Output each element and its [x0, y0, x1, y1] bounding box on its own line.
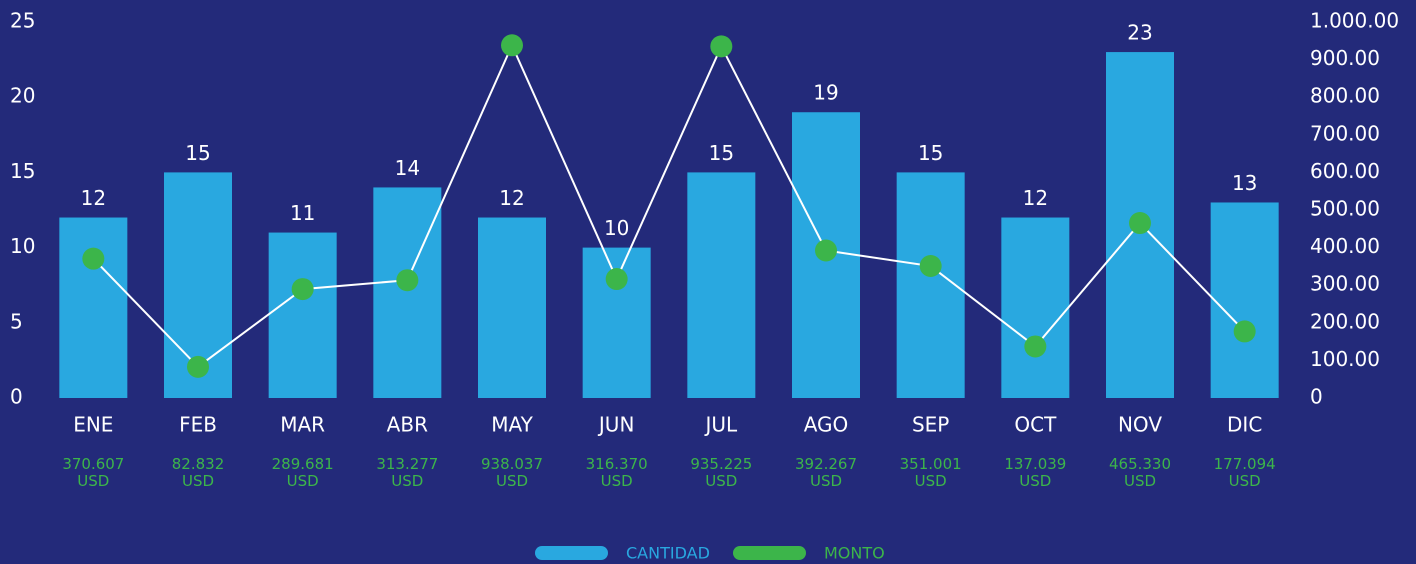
line-point	[1233, 320, 1256, 343]
y-tick-label: 20	[10, 84, 35, 108]
bar-value-label: 15	[185, 141, 210, 165]
y2-tick-label: 800.00	[1310, 84, 1380, 108]
line-point	[396, 269, 419, 292]
x-tick-label: NOV	[1118, 413, 1162, 437]
value-label: 351.001 USD	[899, 455, 962, 490]
legend-swatch	[733, 546, 806, 560]
bar-value-label: 23	[1127, 21, 1152, 45]
y2-tick-label: 300.00	[1310, 272, 1380, 296]
x-tick-label: MAY	[491, 413, 533, 437]
value-label: 316.370 USD	[585, 455, 648, 490]
value-label: 938.037 USD	[480, 455, 544, 490]
bar	[373, 187, 442, 398]
value-label: 392.267 USD	[794, 455, 858, 490]
line-point	[187, 355, 209, 378]
x-tick-label: MAR	[280, 413, 325, 437]
y2-tick-label: 700.00	[1310, 121, 1380, 145]
bar-value-label: 10	[604, 216, 629, 240]
x-tick-label: ENE	[73, 413, 113, 437]
y2-tick-label: 200.00	[1310, 309, 1380, 333]
line	[92, 42, 1246, 369]
bar	[896, 172, 965, 398]
bar-value-label: 13	[1232, 171, 1257, 195]
y2-tick-label: 600.00	[1310, 159, 1380, 183]
x-tick-label: AGO	[804, 413, 849, 437]
legend-swatch	[535, 546, 608, 560]
bar-value-label: 12	[499, 186, 524, 210]
line-point	[501, 34, 523, 57]
bar	[687, 172, 756, 398]
y-tick-label: 15	[10, 159, 35, 183]
value-label: 370.607 USD	[62, 455, 125, 490]
x-tick-label: OCT	[1014, 413, 1057, 437]
x-tick-label: ABR	[387, 413, 428, 437]
bar-value-label: 11	[290, 201, 315, 225]
line-point	[605, 268, 628, 291]
line-point	[710, 35, 733, 58]
y-tick-label: 5	[10, 309, 23, 333]
bar-value-label: 14	[395, 156, 420, 180]
bar-value-label: 12	[1023, 186, 1048, 210]
bar-value-label: 19	[813, 81, 838, 105]
legend-label: MONTO	[824, 544, 885, 563]
x-tick-label: JUL	[703, 413, 738, 437]
y2-tick-label: 500.00	[1310, 197, 1380, 221]
bar-value-label: 12	[81, 186, 106, 210]
line-point	[291, 278, 314, 301]
line-point	[815, 239, 837, 262]
bar	[268, 232, 337, 398]
y-tick-label: 10	[10, 234, 35, 258]
y2-tick-label: 900.00	[1310, 46, 1380, 70]
value-label: 82.832 USD	[171, 455, 225, 490]
value-label: 465.330 USD	[1108, 455, 1172, 490]
bar	[478, 217, 546, 398]
value-label: 137.039 USD	[1004, 455, 1067, 490]
value-label: 177.094 USD	[1213, 455, 1276, 490]
x-tick-label: FEB	[179, 413, 217, 437]
line-point	[1129, 212, 1151, 235]
bar	[1210, 202, 1279, 398]
bar	[59, 217, 128, 398]
line-point	[1024, 335, 1047, 358]
y2-tick-label: 400.00	[1310, 234, 1380, 258]
y2-tick-label: 100.00	[1310, 347, 1380, 371]
value-label: 313.277 USD	[376, 455, 439, 490]
y2-tick-label: 1.000.00	[1310, 9, 1399, 33]
bar-value-label: 15	[709, 141, 734, 165]
legend-label: CANTIDAD	[626, 544, 710, 563]
y-tick-label: 0	[10, 385, 23, 409]
x-tick-label: JUN	[597, 413, 635, 437]
line-point	[919, 255, 942, 278]
value-label: 289.681 USD	[271, 455, 334, 490]
line-point	[82, 247, 105, 270]
bar-value-label: 15	[918, 141, 943, 165]
y-tick-label: 25	[10, 9, 35, 33]
value-label: 935.225 USD	[690, 455, 753, 490]
x-tick-label: DIC	[1227, 413, 1262, 437]
y2-tick-label: 0	[1310, 385, 1323, 409]
x-tick-label: SEP	[912, 413, 949, 437]
bar	[1001, 217, 1070, 398]
